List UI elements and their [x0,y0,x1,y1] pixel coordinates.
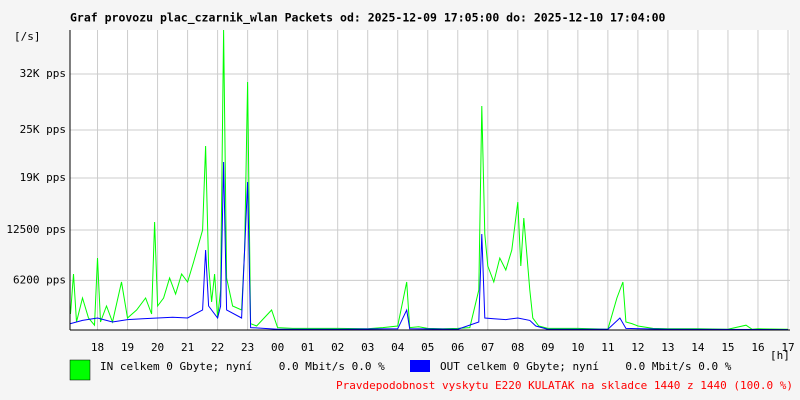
x-tick-label: 05 [421,341,434,354]
y-tick-label: 6200 pps [13,273,66,286]
series-line [70,161,789,331]
x-tick-label: 07 [481,341,494,354]
x-tick-label: 14 [691,341,705,354]
x-tick-label: 13 [661,341,674,354]
x-tick-label: 02 [331,341,344,354]
x-tick-label: 10 [571,341,584,354]
y-tick-label: 32K pps [20,67,66,80]
x-tick-label: 03 [361,341,374,354]
x-tick-label: 00 [271,341,284,354]
x-tick-label: 12 [631,341,644,354]
x-tick-label: 19 [121,341,134,354]
x-tick-label: 06 [451,341,464,354]
note: Pravdepodobnost vyskytu E220 KULATAK na … [336,379,793,392]
x-tick-label: 23 [241,341,254,354]
x-tick-label: 20 [151,341,164,354]
x-tick-label: 16 [751,341,764,354]
x-tick-label: 21 [181,341,194,354]
x-unit: [h] [770,349,790,362]
y-tick-label: 25K pps [20,123,66,136]
y-tick-label: 12500 pps [6,223,66,236]
x-tick-label: 09 [541,341,554,354]
x-tick-label: 15 [721,341,734,354]
legend-swatch [410,360,430,372]
x-tick-label: 08 [511,341,524,354]
legend-swatch [69,359,91,381]
chart-title: Graf provozu plac_czarnik_wlan Packets o… [70,11,666,26]
x-tick-label: 22 [211,341,224,354]
series-line [70,29,789,330]
legend-label: IN celkem 0 Gbyte; nyní 0.0 Mbit/s 0.0 % [100,360,385,373]
x-tick-label: 18 [91,341,104,354]
x-tick-label: 17 [781,341,794,354]
legend-label: OUT celkem 0 Gbyte; nyní 0.0 Mbit/s 0.0 … [440,360,732,373]
y-unit: [/s] [14,30,41,43]
y-tick-label: 19K pps [20,171,66,184]
x-tick-label: 01 [301,341,314,354]
x-tick-label: 04 [391,341,405,354]
x-tick-label: 11 [601,341,614,354]
